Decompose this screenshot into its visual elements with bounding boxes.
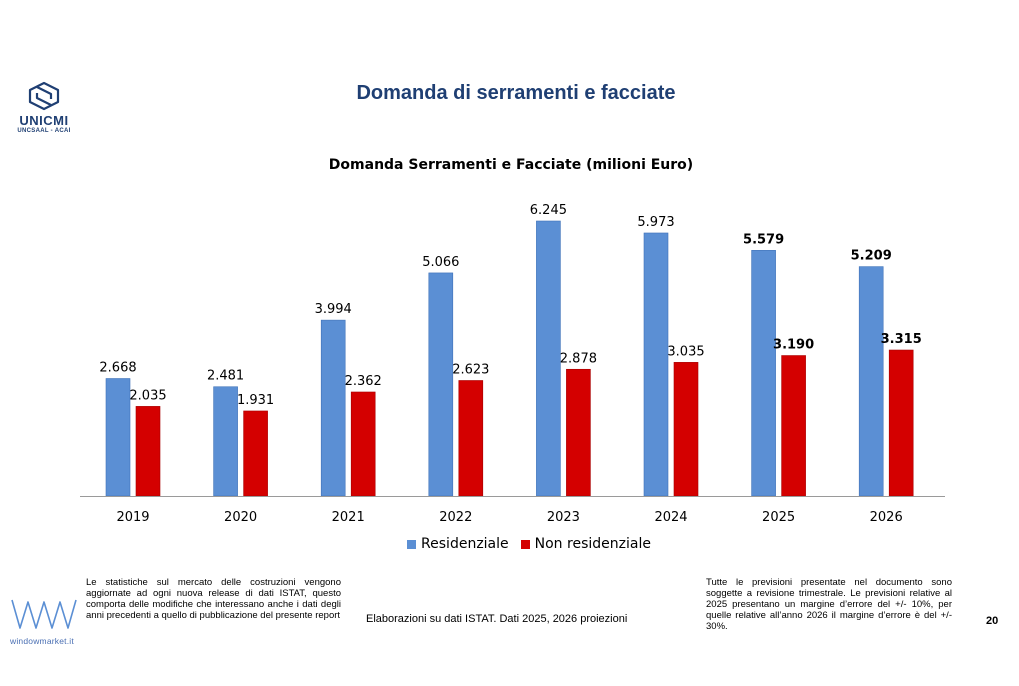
data-label-res-2025: 5.579	[743, 232, 784, 247]
bar-nonres-2023	[566, 368, 591, 497]
data-label-nonres-2023: 2.878	[560, 351, 597, 366]
bar-nonres-2026	[888, 349, 914, 497]
x-tick-label-2023: 2023	[547, 510, 580, 525]
windowmarket-logo: windowmarket.it	[10, 598, 90, 646]
legend-item-non-residenziale: Non residenziale	[520, 536, 651, 552]
data-label-res-2019: 2.668	[99, 361, 136, 376]
bar-nonres-2024	[673, 362, 699, 497]
bar-res-2022	[428, 272, 454, 497]
legend-label-non-residenziale: Non residenziale	[534, 536, 651, 552]
data-label-res-2023: 6.245	[530, 203, 567, 218]
data-label-res-2024: 5.973	[637, 215, 674, 230]
bar-res-2020	[213, 386, 238, 497]
source-note: Elaborazioni su dati ISTAT. Dati 2025, 2…	[366, 613, 628, 625]
bar-res-2026	[858, 266, 884, 497]
x-tick-label-2020: 2020	[224, 510, 257, 525]
data-label-nonres-2020: 1.931	[237, 393, 274, 408]
bar-nonres-2025	[781, 355, 806, 497]
data-label-res-2022: 5.066	[422, 255, 459, 270]
bar-res-2019	[105, 378, 131, 497]
data-label-nonres-2019: 2.035	[129, 388, 166, 403]
data-label-res-2021: 3.994	[315, 302, 352, 317]
page-title: Domanda di serramenti e facciate	[356, 82, 676, 104]
bar-res-2025	[751, 250, 776, 497]
data-label-nonres-2021: 2.362	[345, 374, 382, 389]
bar-nonres-2020	[243, 410, 268, 497]
footer-note-left: Le statistiche sul mercato delle costruz…	[86, 577, 341, 621]
legend-swatch-non-residenziale	[520, 539, 530, 549]
bar-nonres-2022	[458, 380, 484, 497]
x-tick-label-2019: 2019	[116, 510, 149, 525]
data-label-nonres-2022: 2.623	[452, 362, 489, 377]
bar-nonres-2021	[350, 391, 376, 497]
data-label-nonres-2024: 3.035	[667, 344, 704, 359]
page-number: 20	[986, 615, 999, 627]
x-tick-label-2022: 2022	[439, 510, 472, 525]
data-label-res-2026: 5.209	[851, 249, 892, 264]
bar-res-2021	[320, 319, 346, 497]
legend-swatch-residenziale	[407, 539, 417, 549]
data-label-nonres-2025: 3.190	[773, 338, 814, 353]
unicmi-logo: UNICMI UNCSAAL - ACAI	[14, 80, 74, 134]
logo-name: UNICMI	[19, 113, 69, 128]
data-label-nonres-2026: 3.315	[881, 332, 922, 347]
bar-res-2024	[643, 232, 669, 497]
bar-res-2023	[536, 220, 561, 497]
bar-nonres-2019	[135, 406, 161, 497]
unicmi-logo-icon	[28, 81, 60, 111]
x-tick-label-2026: 2026	[870, 510, 903, 525]
logo-subtitle: UNCSAAL - ACAI	[17, 128, 71, 134]
chart-legend: Residenziale Non residenziale	[0, 536, 1019, 552]
footer-note-right: Tutte le previsioni presentate nel docum…	[706, 577, 952, 632]
legend-label-residenziale: Residenziale	[421, 536, 509, 552]
data-label-res-2020: 2.481	[207, 369, 244, 384]
x-tick-label-2021: 2021	[332, 510, 365, 525]
legend-item-residenziale: Residenziale	[407, 536, 509, 552]
windowmarket-logo-icon	[11, 599, 77, 629]
windowmarket-brand: windowmarket.it	[10, 636, 74, 646]
x-tick-label-2024: 2024	[654, 510, 687, 525]
x-tick-label-2025: 2025	[762, 510, 795, 525]
chart-title: Domanda Serramenti e Facciate (milioni E…	[328, 157, 694, 173]
